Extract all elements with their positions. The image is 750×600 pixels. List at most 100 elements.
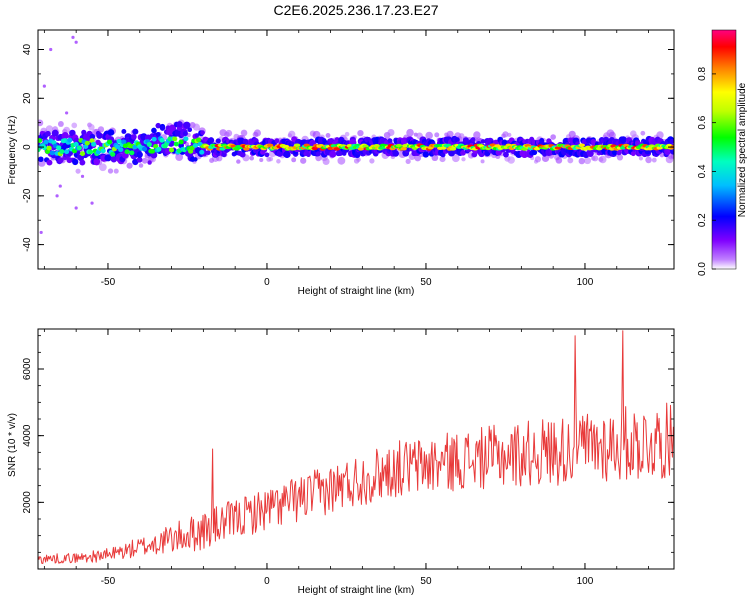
spectrogram-cell [45,125,54,133]
spectrogram-cell [293,143,301,147]
spectrogram-cell [193,157,198,162]
spectrogram-cell [49,150,55,156]
spectrogram-panel: -50 0 50 100 -40 -20 0 20 40 Height of straight… [7,29,675,297]
spectrogram-cell [448,149,456,157]
spectrogram-outlier [49,47,53,52]
x-tick-label: -50 [101,277,116,288]
colorbar-tick-label: 0.4 [697,164,708,178]
spectrogram-cell [578,157,585,165]
spectrogram-cell [507,156,515,164]
spectrogram-outlier [42,84,46,88]
spectrogram-cell [57,121,64,127]
x-tick-label: 50 [420,576,432,587]
spectrogram-cell [470,137,476,143]
spectrogram-outlier [71,35,75,39]
spectrogram-cell [88,124,95,131]
spectrogram-cell [147,160,152,165]
spectrogram-cell [72,158,79,166]
spectrogram-cell [611,149,618,156]
y-tick-label: 4000 [22,424,33,447]
spectrogram-cell [75,168,81,174]
spectrogram-cell [300,157,307,164]
spectrogram-cell [392,150,400,157]
spectrogram-cell [168,124,177,132]
x-tick-label: 100 [577,576,594,587]
spectrogram-cell [168,147,175,153]
spectrogram-cell [440,152,446,158]
spectrogram-cell [93,158,100,166]
spectrogram-cell [422,151,430,158]
spectrogram-outlier [39,230,43,235]
y-tick-label: -40 [22,237,33,252]
spectrogram-cell [322,157,330,165]
spectrogram-cell [116,138,122,144]
spectrogram-cell [400,147,407,151]
spectrogram-cell [357,147,364,151]
spectrogram-cell [118,147,124,153]
colorbar-tick-label: 0.0 [697,262,708,276]
x-tick-label: 0 [264,277,270,288]
spectrogram-cell [114,144,121,150]
spectrogram-cell [264,152,270,158]
snr-x-axis-label: Height of straight line (km) [298,585,415,596]
spectrogram-cell [58,157,64,163]
spectrogram-y-ticks: -40 -20 0 20 40 [22,44,674,270]
spectrogram-cell [156,146,162,152]
spectrogram-cell [651,157,657,163]
spectrogram-cell [51,129,59,137]
spectrogram-cell [480,139,486,144]
spectrogram-cell [199,149,205,155]
spectrogram-cell [64,149,70,155]
spectrogram-cell [195,137,202,143]
spectrogram-y-axis-label: Frequency (Hz) [7,116,18,185]
spectrogram-cell [99,163,107,172]
spectrogram-cell [446,130,454,138]
spectrogram-cell [151,136,157,142]
spectrogram-cell [151,127,157,134]
spectrogram-cell [357,129,364,137]
spectrogram-cell [126,162,133,169]
spectrogram-cell [344,131,350,137]
spectrogram-cell [333,147,341,151]
colorbar-tick-label: 0.8 [697,67,708,81]
spectrogram-cell [550,134,556,140]
spectrogram-cell [480,159,485,164]
spectrogram-marks [38,35,674,235]
snr-series-line [38,330,674,564]
spectrogram-cell [249,155,255,161]
spectrogram-cell [567,157,574,164]
spectrogram-cell [71,122,78,129]
spectrogram-outlier [90,201,94,205]
spectrogram-cell [387,128,395,137]
colorbar-label: Normalized spectral amplitude [737,82,748,217]
spectrogram-cell [146,142,152,147]
spectrogram-cell [46,159,53,166]
spectrogram-cell [129,150,135,156]
spectrogram-cell [87,149,94,155]
spectrogram-cell [38,156,44,163]
spectrogram-cell [89,133,96,140]
spectrogram-cell [268,156,274,162]
spectrogram-cell [73,141,79,147]
spectrogram-cell [81,129,87,135]
spectrogram-cell [315,151,321,157]
spectrogram-cell [395,143,403,148]
spectrogram-cell [599,155,607,164]
spectrogram-x-ticks: -50 0 50 100 [43,30,649,288]
spectrogram-cell [79,159,86,166]
spectrogram-cell [106,139,113,145]
spectrogram-cell [121,139,127,145]
x-tick-label: 50 [420,277,432,288]
spectrogram-cell [288,130,296,138]
spectrogram-outlier [74,40,78,44]
spectrogram-cell [172,136,178,142]
spectrogram-cell [110,156,118,163]
spectrogram-cell [107,168,114,174]
spectrogram-cell [96,132,103,139]
spectrogram-frame [37,29,675,270]
spectrogram-cell [136,156,143,163]
spectrogram-cell [239,151,246,158]
spectrogram-outlier [55,194,59,198]
spectrogram-cell [225,129,233,137]
spectrogram-cell [107,129,115,136]
